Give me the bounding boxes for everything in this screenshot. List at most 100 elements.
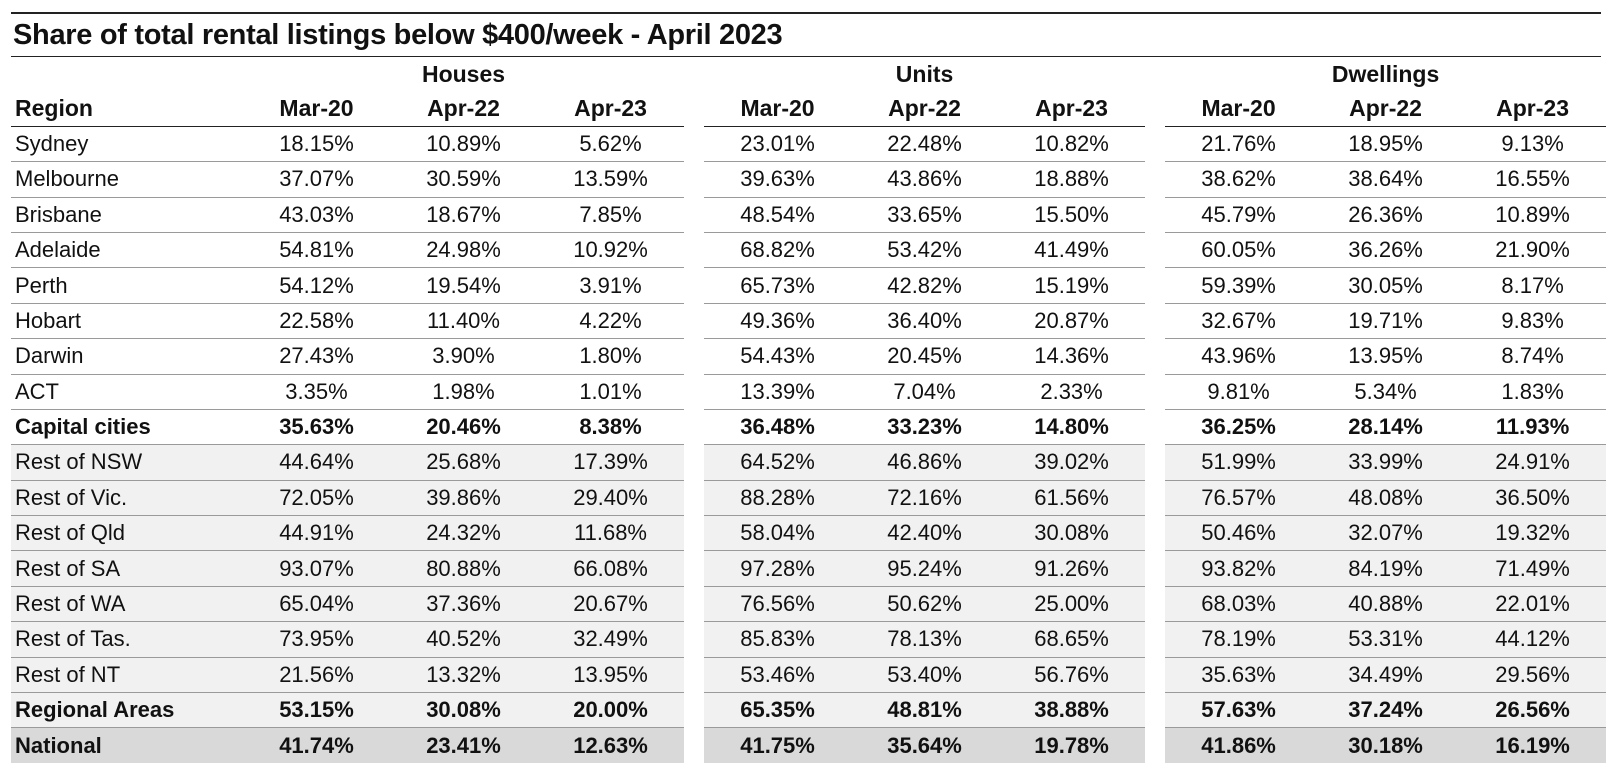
value-cell: 41.49% xyxy=(998,232,1146,269)
value-cell: 23.01% xyxy=(704,126,852,163)
column-gap xyxy=(1145,515,1166,551)
column-gap xyxy=(684,303,705,339)
group-header-houses: Houses xyxy=(421,60,506,87)
value-cell: 9.81% xyxy=(1165,374,1313,410)
value-cell: 39.02% xyxy=(998,444,1146,481)
table-row: Rest of NT 21.56% 13.32% 13.95% 53.46% 53.40%… xyxy=(11,657,1607,694)
value-cell: 8.74% xyxy=(1459,338,1607,375)
value-cell: 19.71% xyxy=(1312,303,1460,340)
value-cell: 30.08% xyxy=(390,692,537,729)
value-cell: 48.08% xyxy=(1312,480,1460,517)
value-cell: 22.58% xyxy=(243,303,390,340)
column-header-period: Apr-22 xyxy=(390,91,537,127)
value-cell: 44.91% xyxy=(243,515,390,552)
value-cell: 26.36% xyxy=(1312,197,1460,233)
region-name-cell: Darwin xyxy=(11,338,243,375)
table-row: Rest of WA 65.04% 37.36% 20.67% 76.56% 50.62%… xyxy=(11,586,1607,623)
value-cell: 53.40% xyxy=(851,657,999,694)
value-cell: 43.96% xyxy=(1165,338,1313,375)
value-cell: 19.32% xyxy=(1459,515,1607,552)
value-cell: 11.68% xyxy=(537,515,685,552)
value-cell: 57.63% xyxy=(1165,692,1313,729)
value-cell: 21.90% xyxy=(1459,232,1607,269)
value-cell: 42.82% xyxy=(851,267,999,304)
value-cell: 11.93% xyxy=(1459,409,1607,446)
value-cell: 36.50% xyxy=(1459,480,1607,517)
value-cell: 8.38% xyxy=(537,409,685,446)
value-cell: 13.95% xyxy=(1312,338,1460,375)
region-name-cell: Capital cities xyxy=(11,409,243,446)
value-cell: 18.67% xyxy=(390,197,537,233)
value-cell: 29.56% xyxy=(1459,657,1607,694)
column-gap xyxy=(1145,550,1166,587)
table-row: Regional Areas 53.15% 30.08% 20.00% 65.35% 48… xyxy=(11,692,1607,729)
column-gap xyxy=(1145,338,1166,375)
region-name-cell: Hobart xyxy=(11,303,243,340)
region-name-cell: ACT xyxy=(11,374,243,410)
value-cell: 78.19% xyxy=(1165,621,1313,658)
value-cell: 7.85% xyxy=(537,197,685,233)
region-name-cell: Rest of NT xyxy=(11,657,243,694)
column-gap xyxy=(1145,657,1166,693)
value-cell: 30.08% xyxy=(998,515,1146,552)
value-cell: 26.56% xyxy=(1459,692,1607,729)
value-cell: 35.64% xyxy=(851,727,999,763)
value-cell: 25.68% xyxy=(390,444,537,481)
group-header-spacer xyxy=(11,57,243,91)
value-cell: 56.76% xyxy=(998,657,1146,694)
value-cell: 27.43% xyxy=(243,338,390,375)
value-cell: 10.92% xyxy=(537,232,685,269)
value-cell: 34.49% xyxy=(1312,657,1460,694)
value-cell: 30.59% xyxy=(390,161,537,198)
column-gap xyxy=(684,444,705,481)
column-gap xyxy=(684,550,705,587)
value-cell: 12.63% xyxy=(537,727,685,763)
column-header-region: Region xyxy=(11,91,243,127)
column-gap xyxy=(684,338,705,375)
group-header-units: Units xyxy=(895,60,954,87)
value-cell: 18.15% xyxy=(243,126,390,163)
table-row: Sydney 18.15% 10.89% 5.62% 23.01% 22.48% 10.82… xyxy=(11,126,1607,163)
table-row: Perth 54.12% 19.54% 3.91% 65.73% 42.82% 15.19%… xyxy=(11,267,1607,304)
value-cell: 20.00% xyxy=(537,692,685,729)
column-header-period: Mar-20 xyxy=(1165,91,1313,127)
value-cell: 30.05% xyxy=(1312,267,1460,304)
column-gap xyxy=(684,232,705,268)
column-gap xyxy=(684,409,705,445)
region-name-cell: Regional Areas xyxy=(11,692,243,729)
column-header-period: Apr-23 xyxy=(1459,91,1607,127)
table-row: National 41.74% 23.41% 12.63% 41.75% 35.64% 19… xyxy=(11,727,1607,763)
value-cell: 95.24% xyxy=(851,550,999,587)
value-cell: 20.46% xyxy=(390,409,537,446)
value-cell: 37.24% xyxy=(1312,692,1460,729)
value-cell: 40.88% xyxy=(1312,586,1460,623)
value-cell: 38.64% xyxy=(1312,161,1460,198)
value-cell: 60.05% xyxy=(1165,232,1313,269)
value-cell: 71.49% xyxy=(1459,550,1607,587)
value-cell: 51.99% xyxy=(1165,444,1313,481)
value-cell: 9.83% xyxy=(1459,303,1607,340)
value-cell: 40.52% xyxy=(390,621,537,658)
column-gap xyxy=(1145,444,1166,481)
value-cell: 21.56% xyxy=(243,657,390,694)
value-cell: 33.23% xyxy=(851,409,999,446)
region-name-cell: Rest of Qld xyxy=(11,515,243,552)
column-gap xyxy=(684,515,705,551)
column-gap xyxy=(1145,197,1166,233)
value-cell: 88.28% xyxy=(704,480,852,517)
value-cell: 50.46% xyxy=(1165,515,1313,552)
value-cell: 7.04% xyxy=(851,374,999,410)
column-gap xyxy=(1145,267,1166,304)
value-cell: 85.83% xyxy=(704,621,852,658)
table-row: Melbourne 37.07% 30.59% 13.59% 39.63% 43.86% 1… xyxy=(11,161,1607,198)
value-cell: 39.86% xyxy=(390,480,537,517)
column-gap xyxy=(684,267,705,304)
value-cell: 76.56% xyxy=(704,586,852,623)
table-row: Rest of Qld 44.91% 24.32% 11.68% 58.04% 42.40… xyxy=(11,515,1607,552)
value-cell: 22.01% xyxy=(1459,586,1607,623)
region-name-cell: Melbourne xyxy=(11,161,243,198)
group-header-row: Houses Units Dwellings xyxy=(11,57,1606,91)
column-gap xyxy=(684,374,705,410)
column-gap xyxy=(684,161,705,198)
value-cell: 54.81% xyxy=(243,232,390,269)
